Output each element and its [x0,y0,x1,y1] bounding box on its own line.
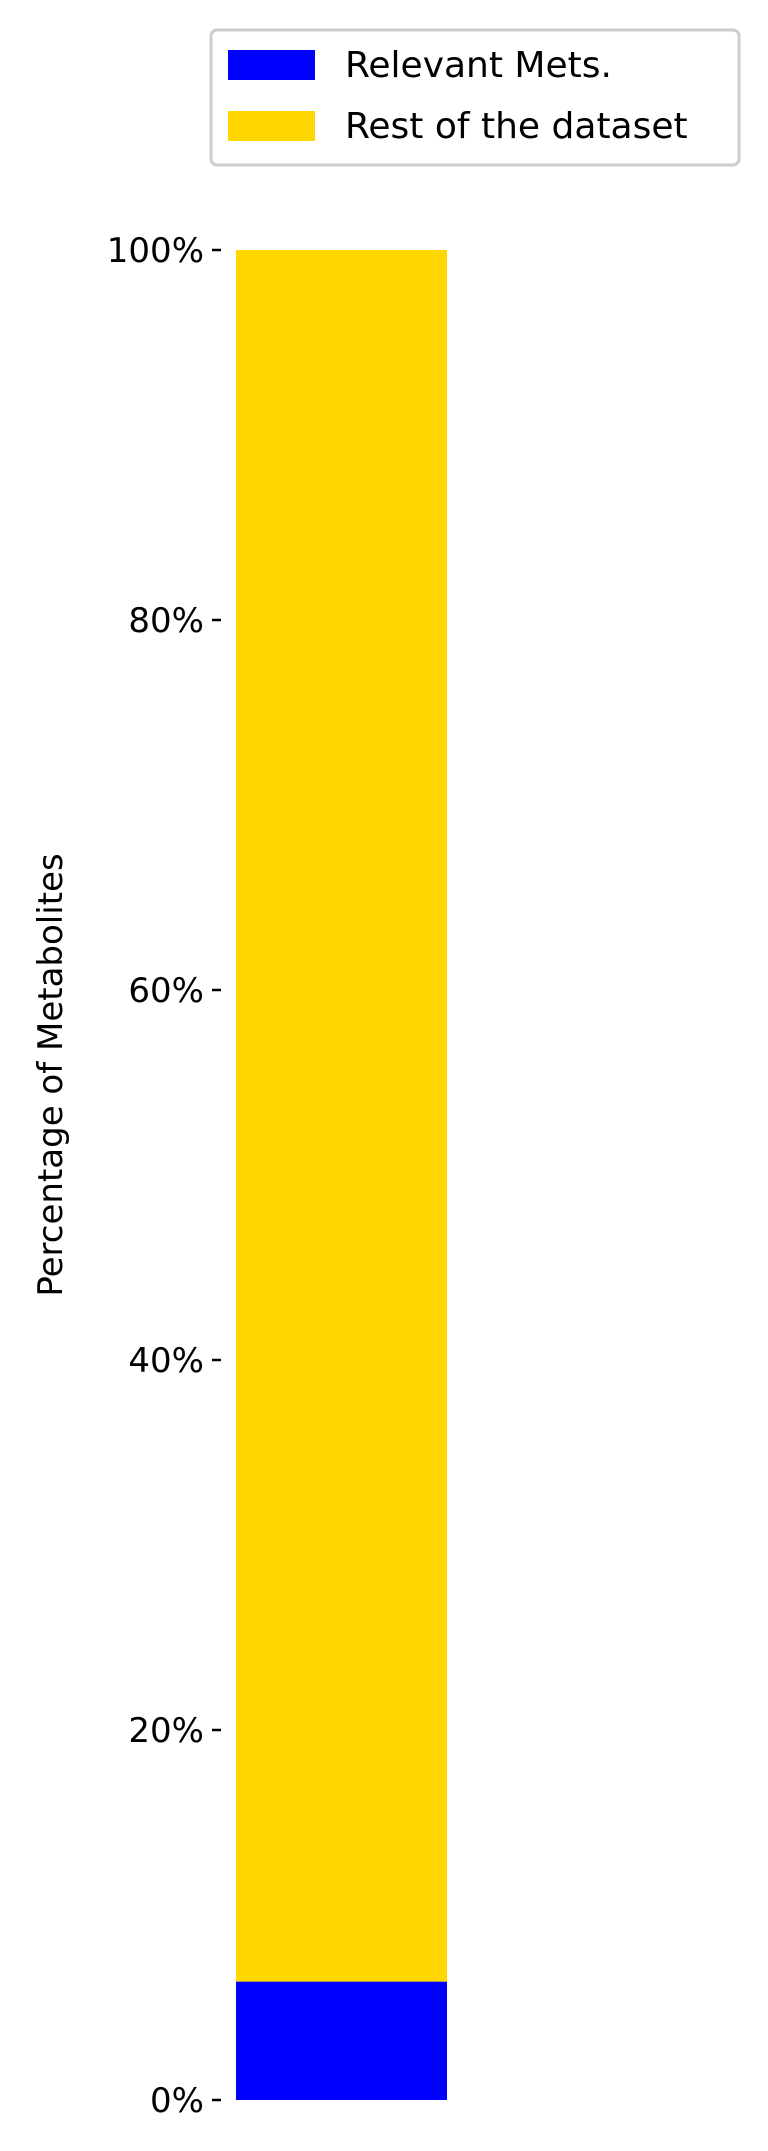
legend-label: Rest of the dataset [345,106,688,147]
legend-label: Relevant Mets. [345,45,612,86]
y-tick-label: 100% [107,231,204,271]
legend: Relevant Mets. Rest of the dataset [209,28,741,167]
y-axis: 0% 20% 40% 60% 80% 100% [107,231,221,2121]
y-axis-label: Percentage of Metabolites [31,853,71,1296]
bar-segment [236,250,447,1982]
legend-swatch [228,111,315,141]
y-tick-label: 20% [128,1711,204,1751]
bar-segment [236,1981,447,2100]
legend-swatch [228,50,315,80]
y-tick-label: 40% [128,1341,204,1381]
y-tick-label: 60% [128,971,204,1011]
legend-frame [209,28,741,167]
bars [236,250,447,2100]
y-tick-label: 80% [128,601,204,641]
y-tick-label: 0% [150,2081,204,2121]
